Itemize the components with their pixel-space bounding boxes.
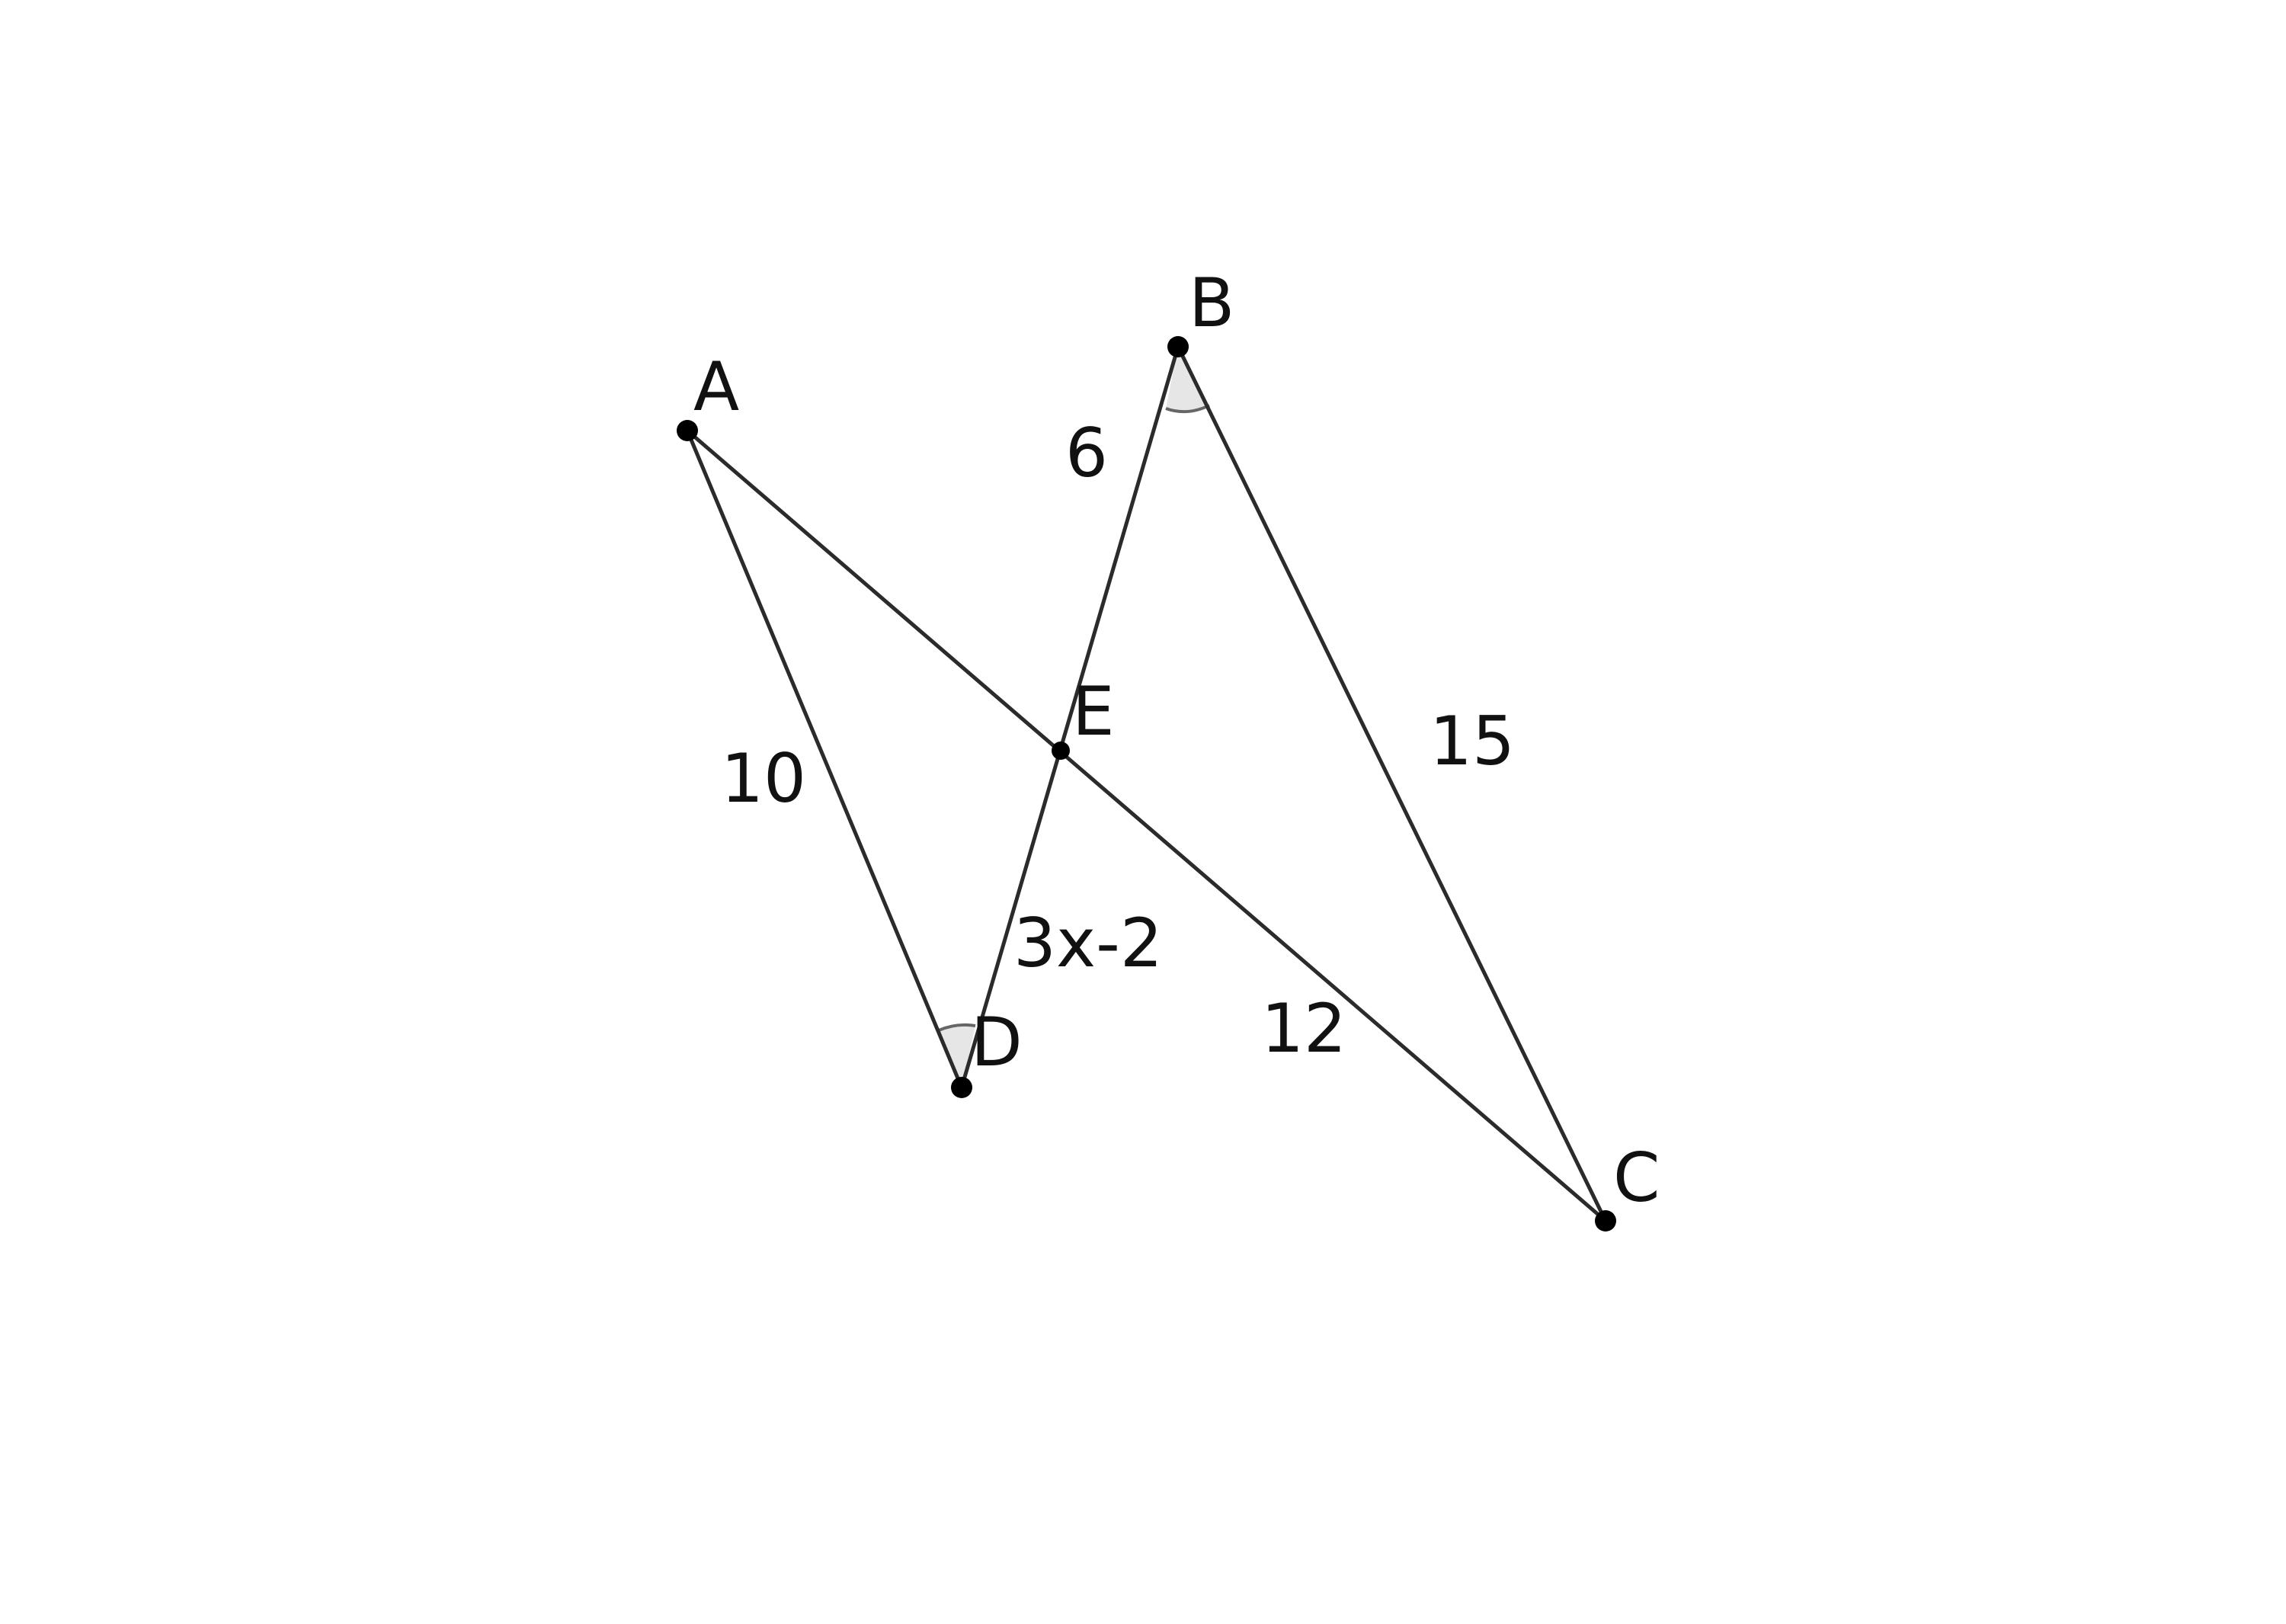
label-e: E <box>1072 672 1115 751</box>
label-a: A <box>693 348 739 426</box>
segment-bc <box>1176 344 1608 1223</box>
angle-marker-b <box>1165 347 1210 414</box>
segment-bd <box>959 344 1180 1090</box>
segment-ac <box>685 428 1608 1223</box>
measure-ad: 10 <box>721 739 806 818</box>
label-d: D <box>971 1003 1023 1081</box>
point-d <box>951 1077 972 1098</box>
point-e <box>1052 742 1070 760</box>
point-c <box>1595 1210 1616 1232</box>
point-a <box>677 420 698 441</box>
label-c: C <box>1613 1139 1660 1217</box>
angle-marker-d <box>938 1023 976 1087</box>
measure-be: 6 <box>1065 414 1108 492</box>
measure-bc: 15 <box>1430 702 1515 780</box>
point-b <box>1167 336 1189 357</box>
measure-ed: 3x-2 <box>1013 904 1163 982</box>
label-b: B <box>1189 264 1234 342</box>
measure-ec: 12 <box>1261 989 1346 1068</box>
segment-ad <box>685 428 964 1090</box>
